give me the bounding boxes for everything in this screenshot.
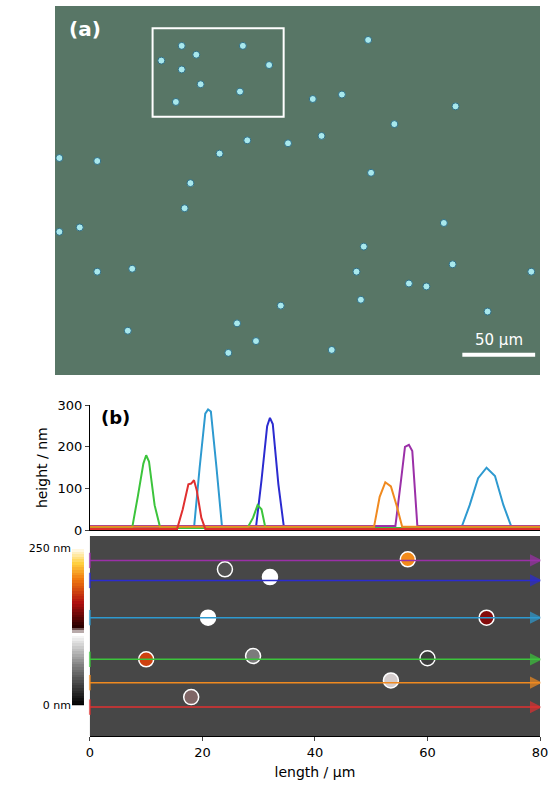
svg-text:0: 0 <box>74 523 82 538</box>
svg-text:(b): (b) <box>101 407 130 428</box>
svg-text:length / µm: length / µm <box>275 764 356 780</box>
svg-text:300: 300 <box>57 398 82 413</box>
svg-text:0 nm: 0 nm <box>43 699 71 712</box>
svg-text:200: 200 <box>57 439 82 454</box>
svg-text:(a): (a) <box>69 17 101 41</box>
svg-text:height / nm: height / nm <box>34 427 50 508</box>
svg-text:50 µm: 50 µm <box>475 331 523 349</box>
svg-text:0: 0 <box>86 745 94 760</box>
svg-text:80: 80 <box>532 745 549 760</box>
svg-text:20: 20 <box>194 745 211 760</box>
svg-text:60: 60 <box>419 745 436 760</box>
svg-text:250 nm: 250 nm <box>29 542 71 555</box>
svg-text:100: 100 <box>57 481 82 496</box>
svg-text:40: 40 <box>307 745 324 760</box>
